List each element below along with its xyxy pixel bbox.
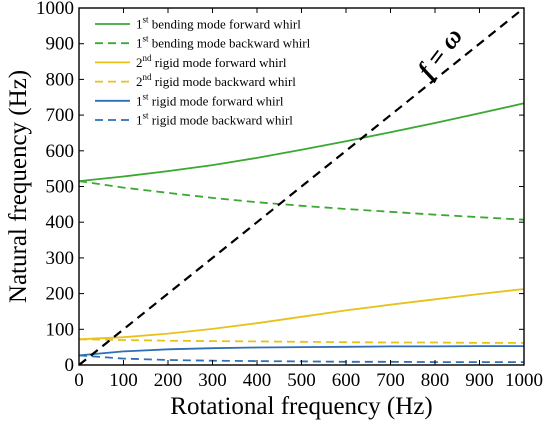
y-tick-label: 100: [46, 319, 75, 340]
series-line-0: [78, 102, 525, 182]
x-tick-label: 900: [465, 370, 494, 391]
legend-label-2: 2nd rigid mode forward whirl: [136, 53, 287, 70]
series-line-6: [78, 7, 525, 366]
x-tick-label: 100: [109, 370, 138, 391]
y-tick-label: 500: [46, 177, 75, 198]
x-tick-label: 500: [287, 370, 316, 391]
y-tick-label: 400: [46, 212, 75, 233]
tick-layer: 0 100 200 300 400 500 600 700 800 900 1000 0 100 200 3…: [36, 0, 543, 391]
series-line-2: [78, 288, 525, 341]
f-equals-omega-annotation: f = ω: [412, 22, 468, 84]
x-tick-label: 300: [198, 370, 227, 391]
y-tick-label: 300: [46, 248, 75, 269]
x-tick-label: 400: [243, 370, 272, 391]
legend-label-4: 1st rigid mode forward whirl: [136, 91, 284, 108]
x-axis-title: Rotational frequency (Hz): [170, 393, 432, 420]
legend-label-0: 1st bending mode forward whirl: [136, 15, 301, 32]
y-tick-label: 200: [46, 284, 75, 305]
x-tick-label: 200: [154, 370, 183, 391]
y-tick-label: 800: [46, 69, 75, 90]
legend: 1st bending mode forward whirl 1st bendin…: [95, 15, 311, 128]
x-tick-label: 0: [74, 370, 84, 391]
x-tick-label: 700: [376, 370, 405, 391]
y-tick-label: 700: [46, 105, 75, 126]
series-line-3: [78, 338, 524, 344]
series-line-4: [78, 345, 524, 357]
legend-label-1: 1st bending mode backward whirl: [136, 34, 311, 51]
y-tick-label: 600: [46, 141, 75, 162]
legend-label-5: 1st rigid mode backward whirl: [136, 111, 293, 128]
y-axis-title: Natural frequency (Hz): [5, 70, 32, 303]
legend-label-3: 2nd rigid mode backward whirl: [136, 72, 296, 89]
y-tick-label: 1000: [36, 0, 74, 19]
x-tick-label: 600: [332, 370, 361, 391]
y-tick-label: 0: [65, 355, 75, 376]
y-tick-label: 900: [46, 34, 75, 55]
x-tick-label: 1000: [505, 370, 543, 391]
series-line-1: [78, 180, 525, 221]
x-tick-label: 800: [421, 370, 450, 391]
